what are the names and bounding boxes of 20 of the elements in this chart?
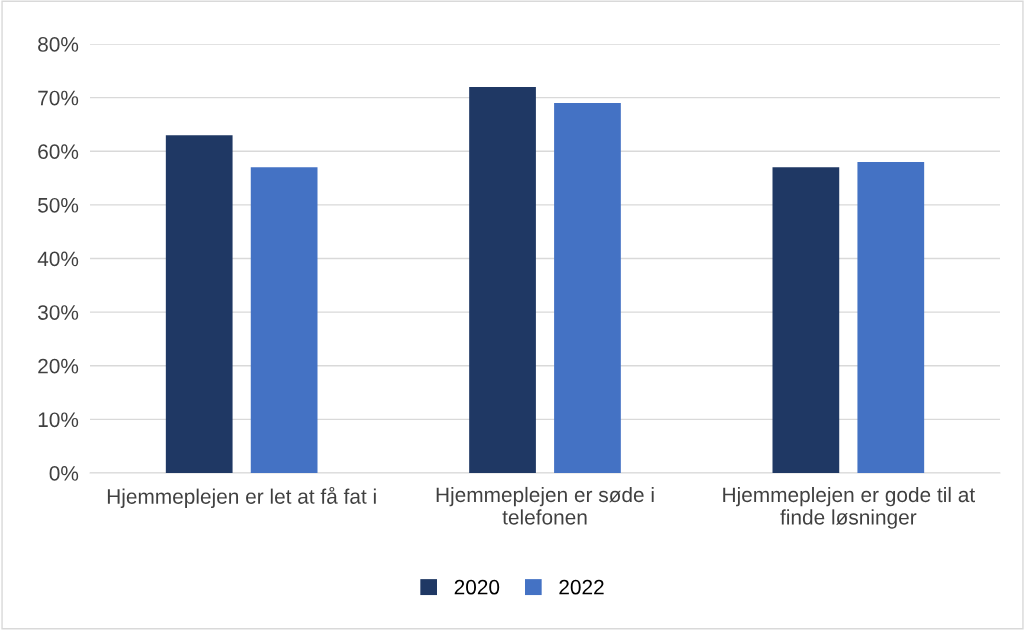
x-tick-label: Hjemmeplejen er gode til at finde løsninger (723, 486, 975, 529)
bar (165, 135, 233, 473)
bar (772, 167, 840, 473)
y-tick-label: 0% (49, 466, 79, 481)
legend-label: 2020 (454, 579, 500, 595)
y-tick-label: 40% (37, 251, 79, 267)
bar (857, 161, 925, 473)
y-tick-label: 10% (38, 412, 79, 428)
x-tick-label: Hjemmeplejen er let at få fat i (107, 486, 376, 509)
y-tick-label: 20% (38, 358, 79, 374)
legend-label: 2022 (559, 579, 604, 595)
x-tick-label: Hjemmeplejen er søde i telefonen (436, 486, 654, 525)
bar (250, 167, 318, 473)
y-tick-label: 60% (38, 144, 79, 159)
y-tick-label: 50% (38, 197, 79, 213)
bar (469, 86, 536, 473)
y-tick-label: 30% (37, 305, 79, 320)
bar (554, 102, 621, 473)
y-tick-label: 80% (38, 37, 79, 52)
y-tick-label: 70% (38, 90, 79, 106)
